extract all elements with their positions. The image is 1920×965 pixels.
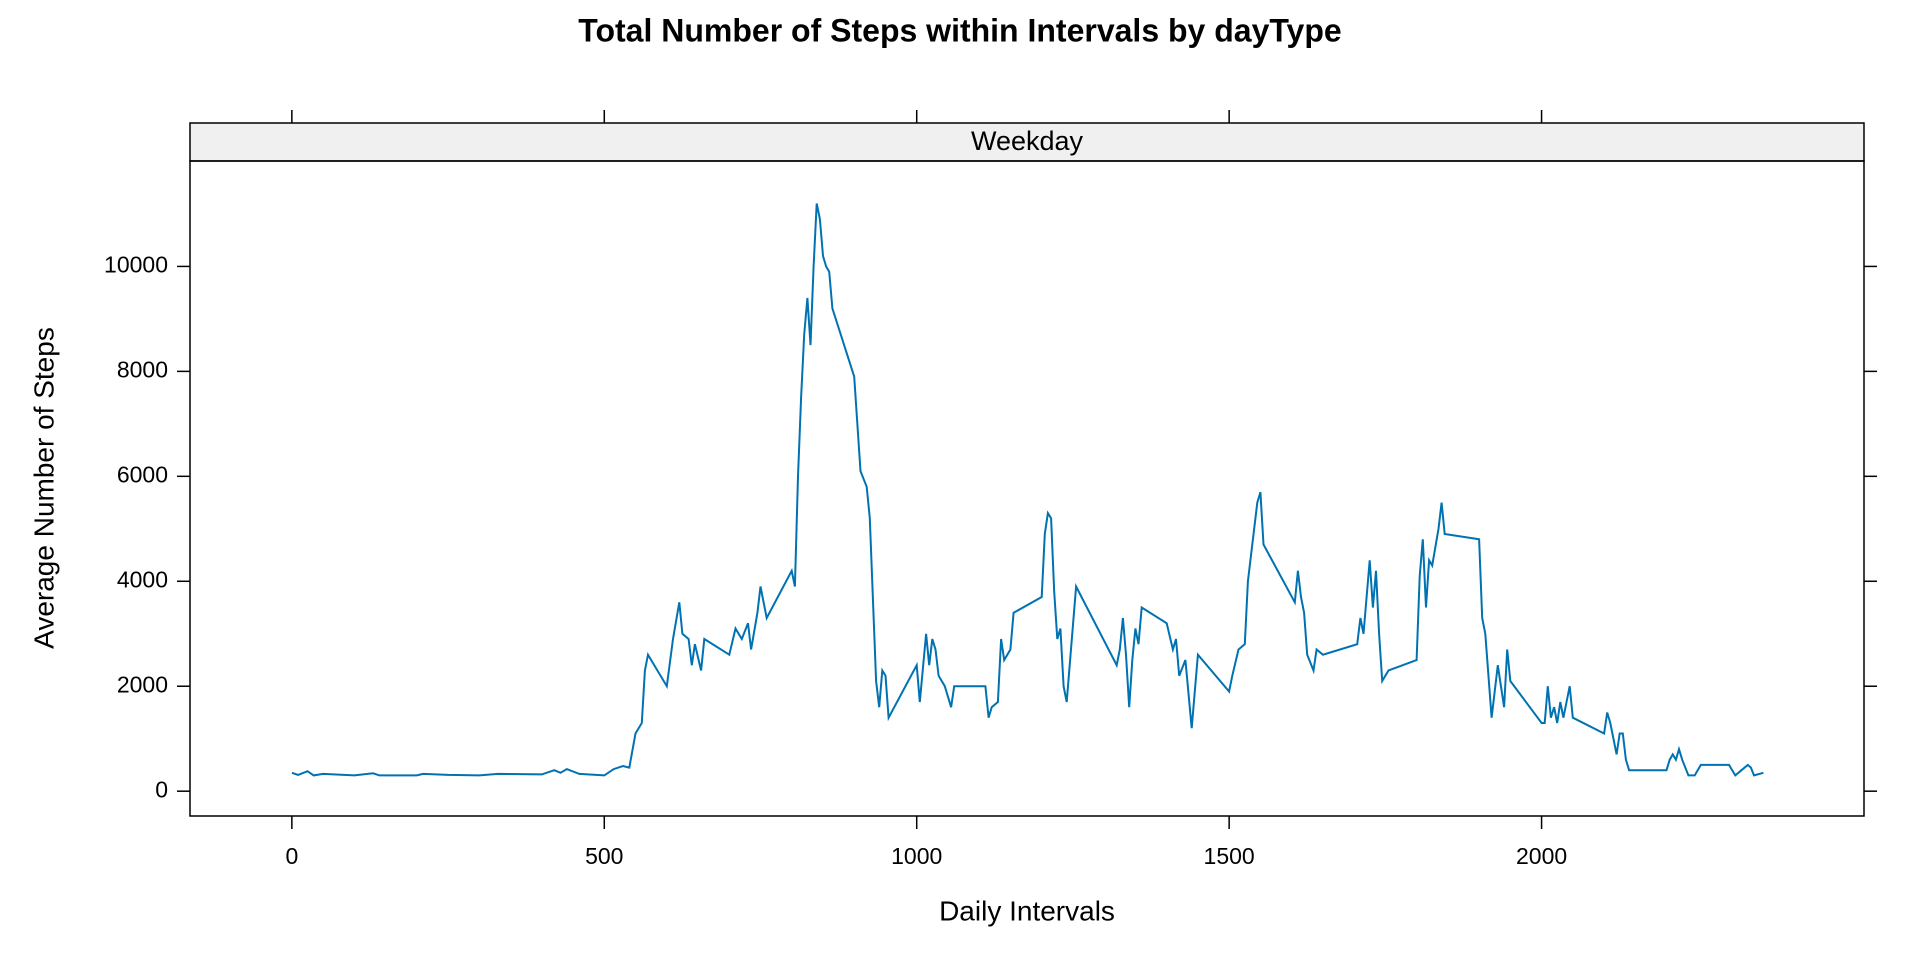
y-tick-label: 8000: [117, 356, 168, 382]
y-tick-label: 6000: [117, 461, 168, 487]
x-tick-label: 1000: [891, 843, 942, 869]
x-tick-label: 0: [285, 843, 298, 869]
y-tick-label: 0: [155, 776, 168, 802]
y-tick-label: 4000: [117, 566, 168, 592]
strip: [189, 122, 1865, 162]
panel-label: Weekday: [971, 126, 1084, 156]
y-axis-label: Average Number of Steps: [28, 327, 59, 649]
panel: [189, 160, 1865, 817]
chart-title: Total Number of Steps within Intervals b…: [578, 12, 1341, 48]
x-axis-label: Daily Intervals: [939, 895, 1115, 926]
x-tick-label: 1500: [1204, 843, 1255, 869]
y-tick-label: 2000: [117, 671, 168, 697]
x-tick-label: 2000: [1516, 843, 1567, 869]
y-tick-label: 10000: [104, 252, 168, 278]
line: [291, 203, 1764, 777]
x-tick-label: 500: [585, 843, 623, 869]
